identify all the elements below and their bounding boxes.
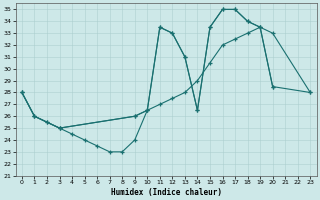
X-axis label: Humidex (Indice chaleur): Humidex (Indice chaleur) [111, 188, 221, 197]
